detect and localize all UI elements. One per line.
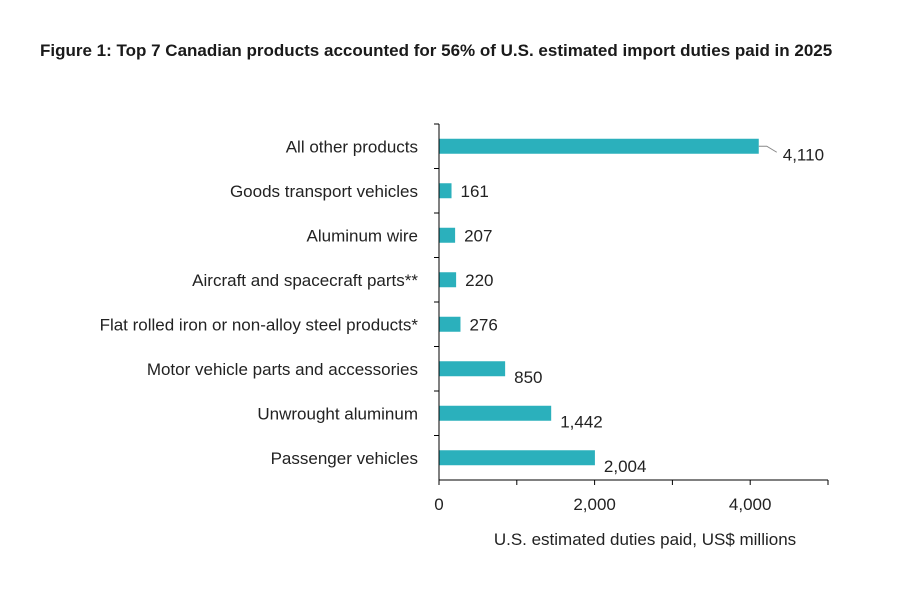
- bar-1: [439, 183, 452, 199]
- category-label-3: Aircraft and spacecraft parts**: [192, 271, 418, 290]
- bar-5: [439, 361, 506, 377]
- value-label-0: 4,110: [783, 145, 824, 164]
- category-label-6: Unwrought aluminum: [257, 404, 418, 423]
- x-tick-label-2: 4,000: [729, 495, 772, 514]
- bar-7: [439, 450, 595, 466]
- bars-group: [439, 138, 759, 466]
- bar-6: [439, 405, 552, 421]
- leader-line: [758, 145, 778, 153]
- category-label-7: Passenger vehicles: [271, 449, 418, 468]
- axes-group: 0 2,000 4,000: [434, 123, 829, 514]
- value-label-2: 207: [464, 226, 492, 245]
- value-label-3: 220: [465, 271, 493, 290]
- category-label-0: All other products: [286, 137, 418, 156]
- bar-4: [439, 316, 461, 332]
- category-label-2: Aluminum wire: [307, 226, 418, 245]
- value-label-7: 2,004: [604, 457, 647, 476]
- x-tick-label-0: 0: [434, 495, 443, 514]
- value-label-1: 161: [461, 182, 489, 201]
- labels-group: All other products 4,110 Goods transport v…: [100, 137, 824, 476]
- chart-title: Figure 1: Top 7 Canadian products accoun…: [40, 41, 833, 60]
- category-label-5: Motor vehicle parts and accessories: [147, 360, 418, 379]
- value-label-5: 850: [514, 368, 542, 387]
- bar-2: [439, 227, 456, 243]
- x-tick-label-1: 2,000: [573, 495, 616, 514]
- x-axis-label: U.S. estimated duties paid, US$ millions: [494, 530, 796, 549]
- value-label-6: 1,442: [560, 412, 603, 431]
- category-label-1: Goods transport vehicles: [230, 182, 418, 201]
- bar-0: [439, 138, 759, 154]
- bar-3: [439, 272, 457, 288]
- category-label-4: Flat rolled iron or non-alloy steel prod…: [100, 315, 419, 334]
- value-label-4: 276: [469, 315, 497, 334]
